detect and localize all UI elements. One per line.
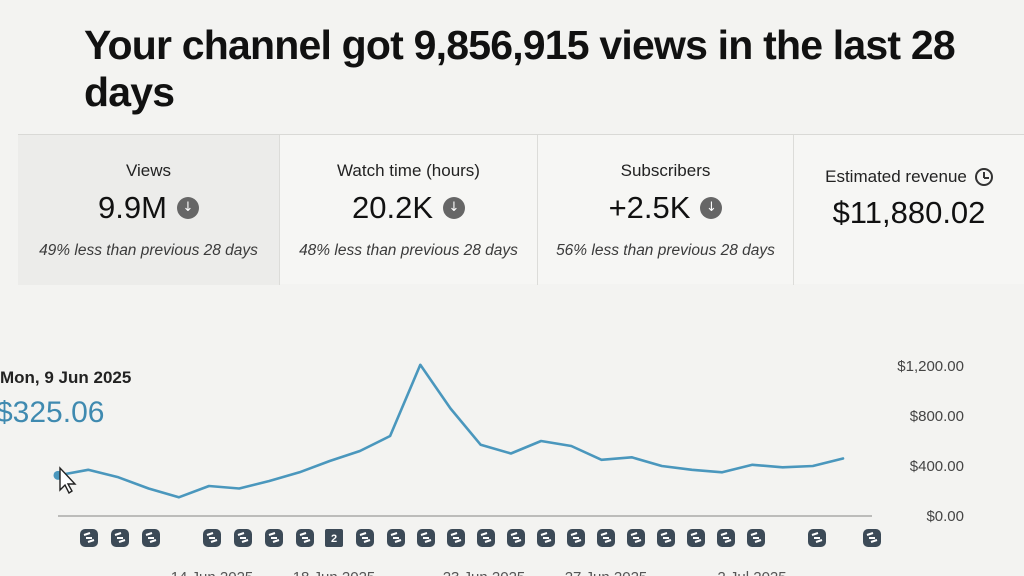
tooltip-date: Mon, 9 Jun 2025 [0,368,132,387]
marker-count-label: 2 [331,533,337,545]
video-upload-marker-icon[interactable] [597,529,615,547]
video-upload-marker-icon[interactable] [80,529,98,547]
video-upload-marker-icon[interactable] [657,529,675,547]
upload-markers[interactable]: 2 [80,529,881,547]
video-upload-marker-icon[interactable] [537,529,555,547]
video-upload-marker-icon[interactable] [507,529,525,547]
video-upload-marker-icon[interactable] [265,529,283,547]
video-upload-marker-icon[interactable] [863,529,881,547]
metric-compare: 49% less than previous 28 days [39,242,258,259]
cursor-pointer-icon [59,466,77,495]
metric-card-views[interactable]: Views 9.9M ↓ 49% less than previous 28 d… [18,135,280,285]
arrow-down-circle-icon: ↓ [176,197,199,219]
y-tick-label: $400.00 [910,458,964,475]
video-upload-marker-icon[interactable] [447,529,465,547]
metric-card-subscribers[interactable]: Subscribers +2.5K ↓ 56% less than previo… [538,135,794,285]
y-tick-label: $0.00 [926,508,964,525]
metric-value: 20.2K [351,190,433,225]
video-upload-marker-icon[interactable] [417,529,435,547]
arrow-down-circle-icon: ↓ [700,197,723,219]
video-upload-marker-icon[interactable] [142,529,160,547]
metric-value-row: 9.9M ↓ [18,190,279,226]
arrow-down-circle-icon: ↓ [443,197,465,219]
metric-label: Watch time (hours) [337,161,480,180]
metric-label: Subscribers [620,161,711,180]
video-upload-marker-icon[interactable] [717,529,735,547]
tooltip-value: $325.06 [0,396,105,429]
metric-value: $11,880.02 [832,195,986,230]
metric-value: 9.9M [98,190,167,225]
video-upload-marker-icon[interactable] [687,529,705,547]
x-axis-ticks: 14 Jun 2025 18 Jun 2025 23 Jun 2025 27 Jun … [171,569,787,576]
metric-value: +2.5K [608,190,691,225]
metric-value-row: +2.5K ↓ [538,190,793,226]
video-upload-marker-icon[interactable] [356,529,374,547]
video-upload-marker-icon[interactable] [296,529,314,547]
x-tick-label: 27 Jun 2025 [565,569,648,576]
x-tick-label: 18 Jun 2025 [293,569,376,576]
revenue-line-chart[interactable]: $0.00 $400.00 $800.00 $1,200.00 2 14 Jun 20… [0,330,1024,576]
video-upload-marker-icon[interactable] [203,529,221,547]
video-upload-marker-icon[interactable] [387,529,405,547]
x-tick-label: 23 Jun 2025 [443,569,526,576]
x-tick-label: 2 Jul 2025 [717,569,786,576]
metric-compare: 56% less than previous 28 days [556,242,775,259]
metric-card-revenue[interactable]: Estimated revenue $11,880.02 [794,135,1024,285]
series-line [56,363,845,499]
x-tick-label: 14 Jun 2025 [171,569,254,576]
clock-icon[interactable] [974,168,993,186]
y-axis-ticks: $0.00 $400.00 $800.00 $1,200.00 [897,358,964,525]
video-upload-marker-icon[interactable] [567,529,585,547]
y-tick-label: $800.00 [910,408,964,425]
metric-label: Estimated revenue [825,167,967,186]
metric-label: Views [125,161,172,180]
metric-cards: Views 9.9M ↓ 49% less than previous 28 d… [18,134,1024,285]
video-upload-marker-icon[interactable] [234,529,252,547]
video-upload-marker-icon[interactable] [477,529,495,547]
video-upload-marker-icon[interactable]: 2 [325,529,343,547]
metric-value-row: 20.2K ↓ [280,190,537,226]
page-title: Your channel got 9,856,915 views in the … [84,22,956,115]
video-upload-marker-icon[interactable] [808,529,826,547]
metric-label-row: Estimated revenue [794,167,1024,187]
metric-card-watch-time[interactable]: Watch time (hours) 20.2K ↓ 48% less than… [280,135,538,285]
y-tick-label: $1,200.00 [897,358,964,375]
video-upload-marker-icon[interactable] [747,529,765,547]
metric-compare: 48% less than previous 28 days [299,242,518,259]
video-upload-marker-icon[interactable] [111,529,129,547]
video-upload-marker-icon[interactable] [627,529,645,547]
